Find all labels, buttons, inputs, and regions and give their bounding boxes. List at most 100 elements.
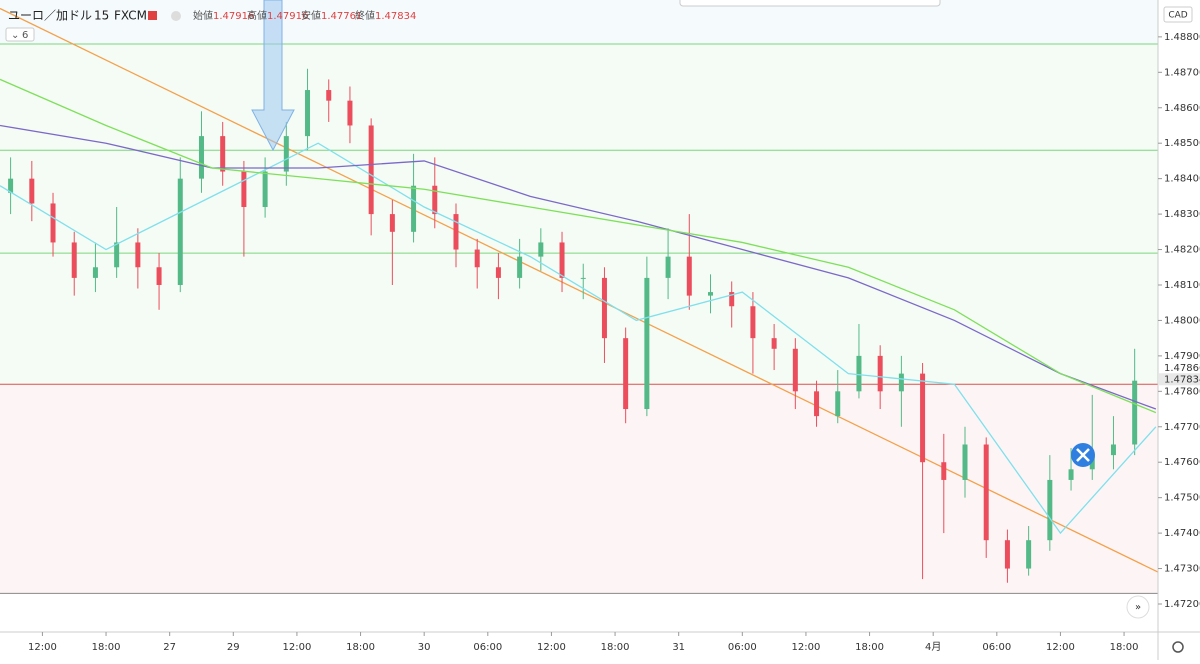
scroll-button[interactable] bbox=[1126, 595, 1150, 619]
y-tick-label: 1.47400 bbox=[1164, 528, 1200, 539]
candle-body bbox=[495, 267, 501, 278]
high-label: 高値 bbox=[247, 9, 267, 22]
x-tick-label: 06:00 bbox=[982, 642, 1011, 653]
candle-body bbox=[623, 338, 629, 410]
price-tag-label: 1.47866 bbox=[1164, 363, 1200, 374]
candle-body bbox=[729, 292, 735, 307]
y-tick-label: 1.48400 bbox=[1164, 174, 1200, 185]
indicator-toggle[interactable] bbox=[5, 27, 35, 42]
candle-body bbox=[411, 185, 417, 232]
candle-body bbox=[347, 100, 353, 126]
low-label: 安値 bbox=[301, 9, 321, 22]
x-tick-label: 06:00 bbox=[728, 642, 757, 653]
source: FXCM bbox=[114, 9, 147, 23]
candle-body bbox=[135, 242, 141, 268]
candle-body bbox=[50, 203, 56, 243]
candle-body bbox=[962, 444, 968, 480]
candle-body bbox=[92, 267, 98, 278]
candle-body bbox=[877, 355, 883, 392]
open-value: 1.47916 bbox=[213, 11, 254, 22]
close-value: 1.47834 bbox=[375, 11, 416, 22]
candle-body bbox=[432, 185, 438, 215]
candle-body bbox=[71, 242, 77, 278]
x-tick-label: 4月 bbox=[925, 641, 941, 653]
x-tick-label: 27 bbox=[163, 642, 176, 653]
candle-body bbox=[707, 292, 713, 296]
zone-top bbox=[0, 0, 1158, 44]
moving-average bbox=[0, 124, 1157, 410]
candle-body bbox=[686, 256, 692, 296]
x-tick-label: 18:00 bbox=[1110, 642, 1139, 653]
zone-upper bbox=[0, 43, 1158, 385]
indicator-chevron: ⌄ bbox=[11, 30, 19, 41]
x-tick-label: 12:00 bbox=[537, 642, 566, 653]
menu-icon[interactable] bbox=[171, 11, 181, 21]
candle-body bbox=[559, 242, 565, 278]
candle-body bbox=[114, 242, 120, 268]
candle-body bbox=[771, 338, 777, 349]
candle-body bbox=[517, 256, 523, 278]
price-tag bbox=[1159, 373, 1200, 386]
candle-body bbox=[326, 90, 332, 101]
currency: CAD bbox=[1168, 11, 1187, 21]
moving-average bbox=[0, 142, 1157, 535]
moving-average bbox=[0, 78, 1157, 414]
candle-body bbox=[792, 348, 798, 392]
candle-body bbox=[156, 267, 162, 285]
candle-body bbox=[665, 256, 671, 278]
search-box[interactable] bbox=[679, 0, 941, 7]
candle-body bbox=[262, 171, 268, 208]
y-tick-label: 1.48700 bbox=[1164, 67, 1200, 78]
candle-body bbox=[983, 444, 989, 541]
candle-body bbox=[920, 373, 926, 463]
candle-body bbox=[898, 373, 904, 392]
candle-body bbox=[368, 125, 374, 215]
flag-icon[interactable] bbox=[148, 11, 157, 20]
candle-body bbox=[29, 178, 35, 204]
y-tick-label: 1.47600 bbox=[1164, 457, 1200, 468]
x-tick-label: 29 bbox=[227, 642, 240, 653]
x-tick-label: 18:00 bbox=[601, 642, 630, 653]
indicator-count: 6 bbox=[22, 30, 28, 41]
y-tick-label: 1.48200 bbox=[1164, 245, 1200, 256]
candle-body bbox=[220, 136, 226, 172]
y-tick-label: 1.47800 bbox=[1164, 386, 1200, 397]
x-tick-label: 31 bbox=[672, 642, 685, 653]
candle-body bbox=[1132, 380, 1138, 445]
y-tick-label: 1.47700 bbox=[1164, 422, 1200, 433]
candle-body bbox=[750, 306, 756, 339]
y-tick-label: 1.47200 bbox=[1164, 599, 1200, 610]
open-label: 始値 bbox=[193, 9, 213, 22]
symbol: ユーロ／加ドル bbox=[8, 9, 92, 23]
settings-icon[interactable] bbox=[1172, 641, 1184, 653]
candle-body bbox=[835, 391, 841, 417]
candle-body bbox=[644, 277, 650, 410]
candle-body bbox=[177, 178, 183, 285]
price-tag-label: 1.47834 bbox=[1164, 374, 1200, 385]
x-tick-label: 12:00 bbox=[1046, 642, 1075, 653]
x-tick-label: 18:00 bbox=[855, 642, 884, 653]
plot-area bbox=[0, 0, 1159, 594]
candle-body bbox=[389, 214, 395, 232]
candle-body bbox=[1026, 540, 1032, 569]
candle-body bbox=[538, 242, 544, 257]
y-tick-label: 1.48300 bbox=[1164, 209, 1200, 220]
y-tick-label: 1.48100 bbox=[1164, 280, 1200, 291]
candle-body bbox=[1110, 444, 1116, 456]
interval: 15 bbox=[94, 9, 109, 23]
candle-body bbox=[1004, 540, 1010, 569]
candle-body bbox=[1047, 479, 1053, 541]
y-tick-label: 1.48800 bbox=[1164, 32, 1200, 43]
candle-body bbox=[241, 171, 247, 208]
x-tick-label: 12:00 bbox=[283, 642, 312, 653]
currency-box[interactable] bbox=[1163, 6, 1193, 23]
candle-body bbox=[814, 391, 820, 417]
y-tick-label: 1.47900 bbox=[1164, 351, 1200, 362]
y-tick-label: 1.48600 bbox=[1164, 103, 1200, 114]
x-tick-label: 12:00 bbox=[28, 642, 57, 653]
x-tick-label: 30 bbox=[418, 642, 431, 653]
x-tick-label: 18:00 bbox=[346, 642, 375, 653]
candle-body bbox=[474, 249, 480, 268]
